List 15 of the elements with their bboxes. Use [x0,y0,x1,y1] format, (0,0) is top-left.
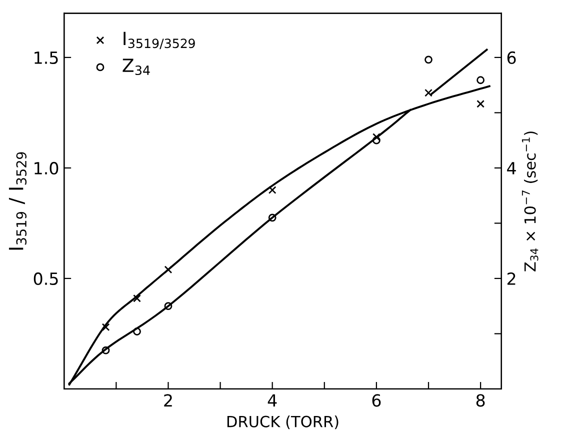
x-tick-label: 2 [164,394,172,406]
legend-label: Z$_{34}$ [122,58,150,76]
x-tick-label: 6 [372,394,381,407]
x-tick-label: 4 [268,394,277,406]
y2-tick-label: 6 [507,51,516,64]
legend-label: I$_{3519/3529}$ [124,32,195,50]
y-tick-label: 1.5 [34,52,58,64]
y-tick-label: 0.5 [34,272,58,286]
y2-tick-label: 2 [507,272,516,285]
y2-tick-label: 4 [507,162,516,174]
y-tick-label: 1.0 [34,162,58,175]
y2-axis-title: Z$_{34}$ × 10$^{−7}$ (sec$^{−1}$) [522,132,538,272]
y-axis-title: I$_{3519}$ / I$_{3529}$ [8,152,27,250]
x-tick-label: 8 [476,394,485,407]
x-axis-title: DRUCK (TORR) [227,416,338,430]
